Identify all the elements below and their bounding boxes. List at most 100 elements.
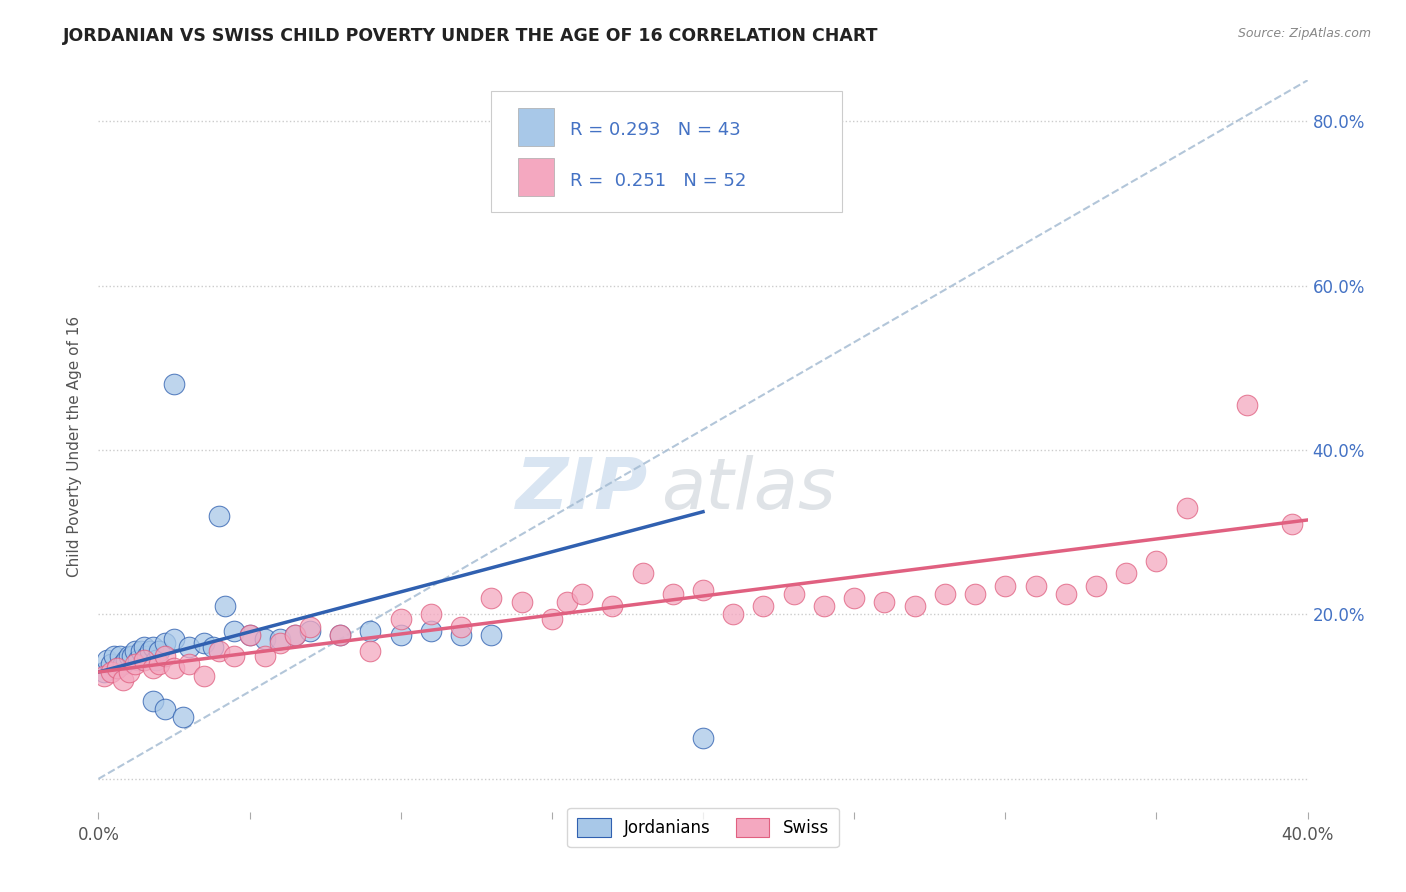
Point xyxy=(93,669,115,683)
Point xyxy=(329,628,352,642)
Point xyxy=(783,587,806,601)
Point xyxy=(253,632,276,647)
Point xyxy=(540,611,562,625)
Point xyxy=(1144,554,1167,568)
Point xyxy=(148,657,170,671)
FancyBboxPatch shape xyxy=(492,91,842,212)
Point xyxy=(124,657,146,671)
Legend: Jordanians, Swiss: Jordanians, Swiss xyxy=(568,808,838,847)
Point xyxy=(111,657,134,671)
Point xyxy=(129,644,152,658)
Point xyxy=(965,587,987,601)
Point xyxy=(389,611,412,625)
Point xyxy=(108,648,131,663)
Point xyxy=(284,628,307,642)
Point xyxy=(934,587,956,601)
Point xyxy=(153,648,176,663)
Point xyxy=(121,648,143,663)
Point xyxy=(118,648,141,663)
Point xyxy=(420,607,443,622)
Point xyxy=(723,607,745,622)
Point xyxy=(153,636,176,650)
Point xyxy=(904,599,927,614)
Y-axis label: Child Poverty Under the Age of 16: Child Poverty Under the Age of 16 xyxy=(67,316,83,576)
Point xyxy=(510,595,533,609)
Point xyxy=(1236,398,1258,412)
Point xyxy=(1281,517,1303,532)
Point xyxy=(692,731,714,745)
Point xyxy=(163,632,186,647)
Point xyxy=(139,644,162,658)
Point xyxy=(142,694,165,708)
Point xyxy=(994,579,1017,593)
Point xyxy=(329,628,352,642)
Text: R =  0.251   N = 52: R = 0.251 N = 52 xyxy=(569,172,747,190)
Point xyxy=(1175,500,1198,515)
Point xyxy=(202,640,225,655)
Point xyxy=(299,620,322,634)
Point xyxy=(163,661,186,675)
Text: ZIP: ZIP xyxy=(516,456,648,524)
Point xyxy=(208,508,231,523)
Point xyxy=(420,624,443,638)
Point xyxy=(1085,579,1108,593)
Point xyxy=(193,669,215,683)
Point xyxy=(224,624,246,638)
Point xyxy=(1115,566,1137,581)
Text: Source: ZipAtlas.com: Source: ZipAtlas.com xyxy=(1237,27,1371,40)
Point xyxy=(450,620,472,634)
Point xyxy=(135,648,157,663)
Point xyxy=(100,665,122,679)
Point xyxy=(111,673,134,688)
Point xyxy=(105,661,128,675)
Point xyxy=(100,657,122,671)
Point xyxy=(142,661,165,675)
Point xyxy=(602,599,624,614)
Point xyxy=(661,587,683,601)
Point xyxy=(692,582,714,597)
Point xyxy=(208,644,231,658)
Point xyxy=(1054,587,1077,601)
Point xyxy=(193,636,215,650)
Point xyxy=(96,653,118,667)
Point xyxy=(142,640,165,655)
Point xyxy=(481,591,503,605)
Point xyxy=(360,644,382,658)
Point xyxy=(284,628,307,642)
Point xyxy=(450,628,472,642)
Point xyxy=(124,644,146,658)
Point xyxy=(571,587,593,601)
Point xyxy=(148,644,170,658)
Point xyxy=(1024,579,1046,593)
Point xyxy=(224,648,246,663)
Text: R = 0.293   N = 43: R = 0.293 N = 43 xyxy=(569,121,741,139)
Point xyxy=(172,710,194,724)
Point xyxy=(239,628,262,642)
Point xyxy=(269,636,291,650)
Point xyxy=(93,665,115,679)
Point xyxy=(103,648,125,663)
Point xyxy=(145,653,167,667)
Text: JORDANIAN VS SWISS CHILD POVERTY UNDER THE AGE OF 16 CORRELATION CHART: JORDANIAN VS SWISS CHILD POVERTY UNDER T… xyxy=(63,27,879,45)
Point xyxy=(813,599,835,614)
Point xyxy=(253,648,276,663)
Point xyxy=(105,661,128,675)
Text: atlas: atlas xyxy=(661,456,835,524)
Point xyxy=(114,653,136,667)
Bar xyxy=(517,158,554,196)
Bar xyxy=(517,108,554,146)
Point xyxy=(239,628,262,642)
Point xyxy=(269,632,291,647)
Point xyxy=(844,591,866,605)
Point xyxy=(555,595,578,609)
Point xyxy=(214,599,236,614)
Point xyxy=(179,657,201,671)
Point xyxy=(118,665,141,679)
Point xyxy=(873,595,896,609)
Point xyxy=(481,628,503,642)
Point xyxy=(127,653,149,667)
Point xyxy=(389,628,412,642)
Point xyxy=(132,653,155,667)
Point xyxy=(179,640,201,655)
Point xyxy=(153,702,176,716)
